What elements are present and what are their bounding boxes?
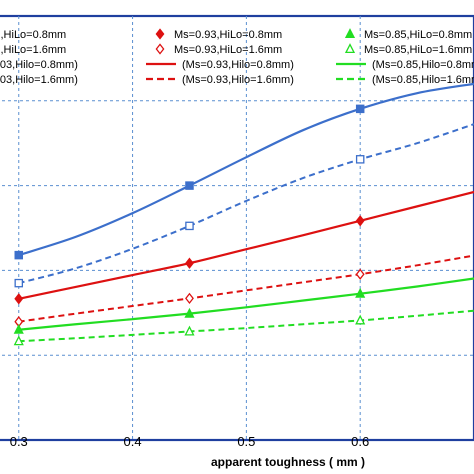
- data-point: [355, 155, 365, 164]
- legend-marker-swatch: [344, 43, 356, 54]
- legend-item: (Ms=0.93,Hilo=1.6mm): [146, 74, 294, 86]
- data-point: [184, 325, 195, 336]
- legend-marker-swatch: [155, 28, 165, 40]
- legend-item: (Ms=1.03,Hilo=0.8mm): [0, 59, 78, 71]
- legend-label: Ms=0.85,HiLo=1.6mm: [364, 44, 472, 56]
- series-line-1: [18, 123, 474, 285]
- series-line-3: [18, 254, 474, 323]
- legend-label: Ms=0.93,HiLo=0.8mm: [174, 29, 282, 41]
- data-point: [14, 293, 24, 305]
- legend-item: Ms=1.03,HiLo=0.8mm: [0, 29, 66, 41]
- legend-label: (Ms=0.85,Hilo=0.8mm): [372, 59, 474, 71]
- data-point: [185, 181, 194, 190]
- data-point: [355, 215, 365, 227]
- data-point: [184, 307, 195, 318]
- data-point: [14, 278, 24, 288]
- data-point: [14, 250, 24, 260]
- legend-marker-swatch: [155, 43, 165, 55]
- x-tick-label: 0.3: [10, 434, 28, 449]
- x-tick-label: 0.6: [351, 434, 369, 449]
- curves-layer: [18, 82, 474, 343]
- data-point: [13, 335, 24, 346]
- legend-label: Ms=1.03,HiLo=0.8mm: [0, 29, 66, 41]
- legend: Ms=1.03,HiLo=0.8mm Ms=1.03,HiLo=1.6mm (Ms=…: [0, 28, 474, 86]
- legend-item: Ms=0.93,HiLo=0.8mm: [155, 28, 282, 41]
- legend-item: (Ms=0.85,Hilo=0.8mm): [336, 59, 474, 71]
- series-line-2: [18, 190, 474, 300]
- data-point: [355, 268, 365, 280]
- series-line-0: [18, 82, 474, 257]
- data-point: [355, 314, 366, 325]
- legend-item: Ms=0.93,HiLo=1.6mm: [155, 43, 282, 56]
- legend-label: (Ms=1.03,Hilo=1.6mm): [0, 74, 78, 86]
- legend-marker-swatch: [344, 28, 356, 39]
- legend-label: Ms=1.03,HiLo=1.6mm: [0, 44, 66, 56]
- legend-item: (Ms=0.93,Hilo=0.8mm): [146, 59, 294, 71]
- data-point: [185, 292, 194, 305]
- x-axis-label: apparent toughness ( mm ): [211, 455, 365, 469]
- grid-layer: [0, 16, 474, 440]
- data-point: [185, 221, 194, 231]
- markers-layer: [13, 104, 366, 346]
- data-point: [355, 287, 366, 298]
- series-line-5: [18, 309, 474, 343]
- legend-item: (Ms=1.03,Hilo=1.6mm): [0, 74, 78, 86]
- legend-item: Ms=1.03,HiLo=1.6mm: [0, 44, 66, 56]
- x-tick-label: 0.5: [237, 434, 255, 449]
- legend-item: Ms=0.85,HiLo=0.8mm: [344, 28, 472, 41]
- x-tick-label: 0.4: [124, 434, 142, 449]
- legend-item: Ms=0.85,HiLo=1.6mm: [344, 43, 472, 56]
- legend-label: Ms=0.93,HiLo=1.6mm: [174, 44, 282, 56]
- data-point: [185, 257, 194, 269]
- x-axis-ticks: 0.3 0.4 0.5 0.6: [10, 434, 370, 449]
- series-line-4: [18, 277, 474, 331]
- legend-label: (Ms=0.85,Hilo=1.6mm): [372, 74, 474, 86]
- legend-label: (Ms=0.93,Hilo=1.6mm): [182, 74, 294, 86]
- data-point: [13, 323, 24, 334]
- legend-label: Ms=0.85,HiLo=0.8mm: [364, 29, 472, 41]
- data-point: [355, 104, 365, 114]
- plot-frame: [0, 14, 474, 442]
- legend-item: (Ms=0.85,Hilo=1.6mm): [336, 74, 474, 86]
- legend-label: (Ms=0.93,Hilo=0.8mm): [182, 59, 294, 71]
- plot-area: [0, 14, 474, 442]
- legend-label: (Ms=1.03,Hilo=0.8mm): [0, 59, 78, 71]
